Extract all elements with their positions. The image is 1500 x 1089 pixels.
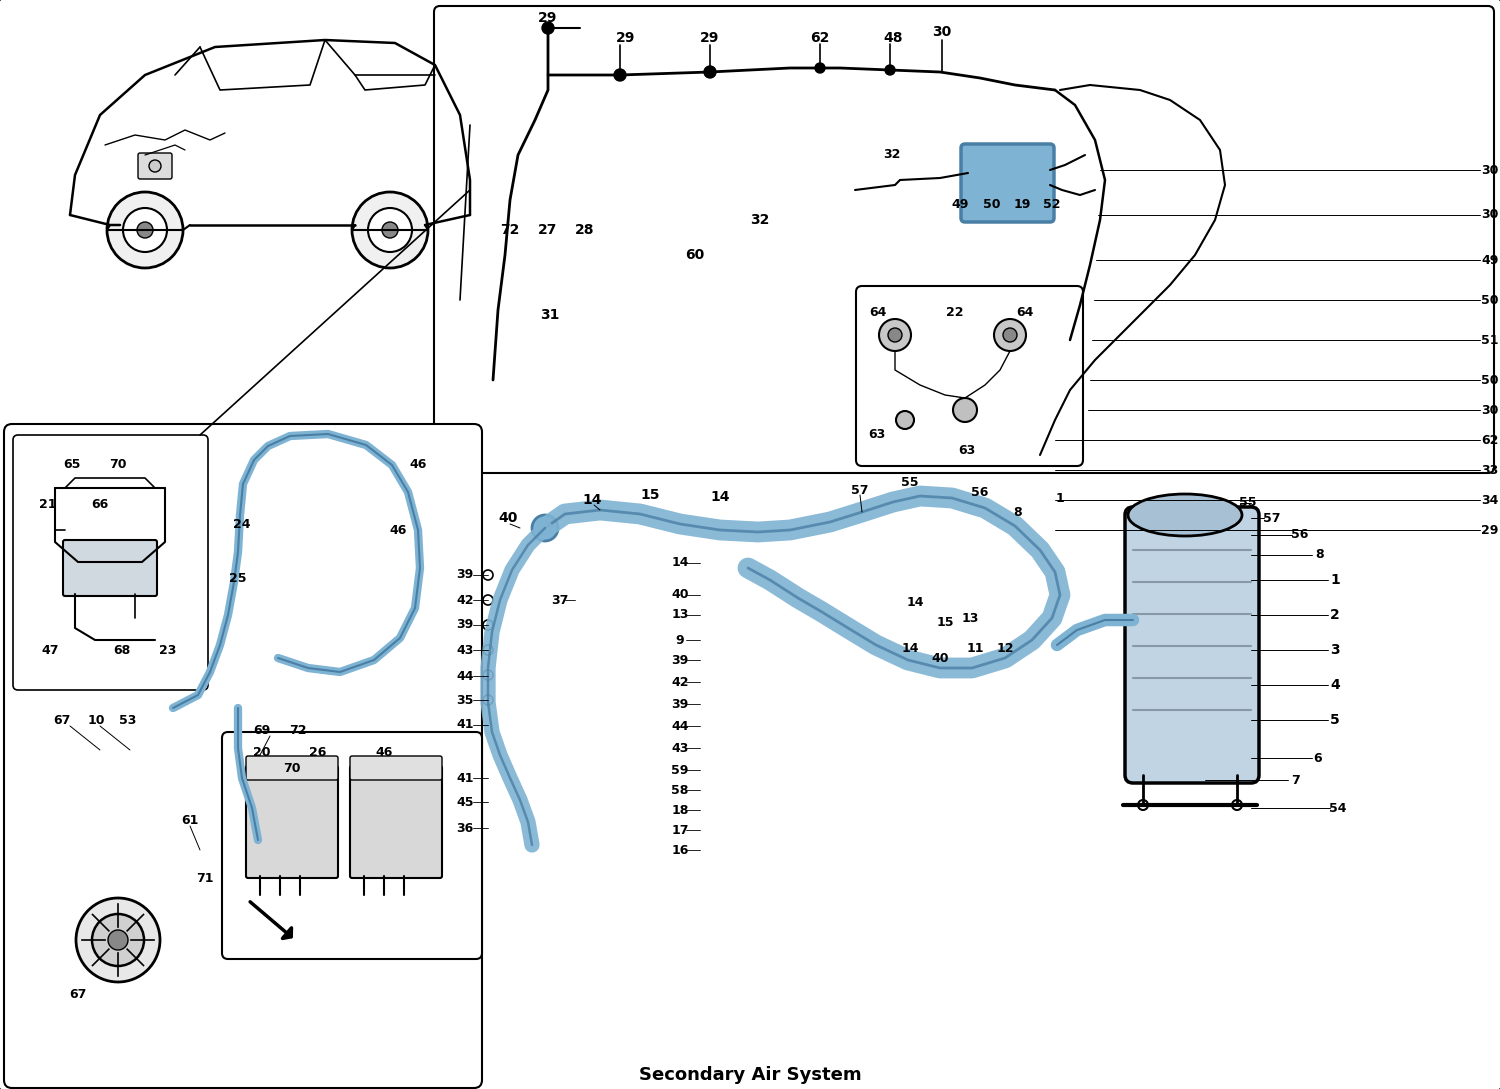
- Text: 60: 60: [686, 248, 705, 262]
- Text: 42: 42: [672, 675, 688, 688]
- Text: 42: 42: [456, 594, 474, 607]
- Text: 27: 27: [538, 223, 558, 237]
- FancyBboxPatch shape: [63, 540, 158, 596]
- Circle shape: [352, 192, 428, 268]
- Text: 8: 8: [1316, 549, 1324, 562]
- Text: Secondary Air System: Secondary Air System: [639, 1066, 861, 1084]
- Text: 30: 30: [933, 25, 951, 39]
- Circle shape: [952, 397, 976, 423]
- Circle shape: [76, 898, 160, 982]
- Text: 21: 21: [39, 499, 57, 512]
- FancyBboxPatch shape: [138, 152, 172, 179]
- Text: 14: 14: [711, 490, 729, 504]
- Text: 48: 48: [884, 30, 903, 45]
- Text: 70: 70: [110, 458, 126, 472]
- Text: 1: 1: [1330, 573, 1340, 587]
- Circle shape: [896, 411, 914, 429]
- Text: 51: 51: [1480, 333, 1498, 346]
- Text: 56: 56: [972, 487, 988, 500]
- Text: 26: 26: [309, 746, 327, 759]
- Text: 45: 45: [456, 795, 474, 808]
- Text: 15: 15: [640, 488, 660, 502]
- Text: 61: 61: [182, 813, 198, 827]
- Text: 30: 30: [1482, 163, 1498, 176]
- Circle shape: [542, 22, 554, 34]
- Text: 69: 69: [254, 723, 270, 736]
- Text: 47: 47: [42, 644, 58, 657]
- Text: 24: 24: [234, 517, 250, 530]
- Circle shape: [483, 670, 494, 680]
- Text: 46: 46: [390, 524, 406, 537]
- Text: 8: 8: [1014, 506, 1023, 519]
- Text: 2: 2: [1330, 608, 1340, 622]
- Text: 23: 23: [159, 644, 177, 657]
- Text: 63: 63: [958, 443, 975, 456]
- Text: 44: 44: [456, 670, 474, 683]
- Text: 46: 46: [375, 746, 393, 759]
- Text: 50: 50: [1480, 294, 1498, 306]
- Circle shape: [1004, 328, 1017, 342]
- Text: 72: 72: [501, 223, 519, 237]
- Text: 49: 49: [1482, 254, 1498, 267]
- Text: 41: 41: [456, 719, 474, 732]
- Text: 10: 10: [87, 713, 105, 726]
- Text: 14: 14: [906, 597, 924, 610]
- Text: 12: 12: [996, 641, 1014, 654]
- Ellipse shape: [1128, 494, 1242, 536]
- Text: 68: 68: [114, 644, 130, 657]
- Text: 14: 14: [582, 493, 602, 507]
- Text: 40: 40: [498, 511, 517, 525]
- FancyBboxPatch shape: [433, 7, 1494, 473]
- Text: 32: 32: [884, 148, 900, 161]
- Text: 29: 29: [700, 30, 720, 45]
- Text: 59: 59: [672, 763, 688, 776]
- Text: 9: 9: [675, 634, 684, 647]
- Circle shape: [483, 645, 494, 654]
- Circle shape: [108, 930, 128, 950]
- Text: 13: 13: [962, 612, 978, 624]
- Text: 46: 46: [410, 458, 426, 472]
- Text: 67: 67: [54, 713, 70, 726]
- Text: 52: 52: [1044, 198, 1060, 211]
- Text: 36: 36: [456, 821, 474, 834]
- Circle shape: [879, 319, 910, 351]
- Circle shape: [148, 160, 160, 172]
- Text: 19: 19: [1014, 198, 1031, 211]
- Text: 64: 64: [1017, 306, 1034, 318]
- Text: 41: 41: [456, 771, 474, 784]
- Text: 49: 49: [951, 198, 969, 211]
- Text: 34: 34: [1482, 493, 1498, 506]
- Circle shape: [106, 192, 183, 268]
- Text: 62: 62: [810, 30, 830, 45]
- Text: 40: 40: [672, 588, 688, 601]
- Text: 35: 35: [456, 694, 474, 707]
- FancyBboxPatch shape: [1125, 507, 1258, 783]
- Text: 39: 39: [456, 619, 474, 632]
- Text: 14: 14: [672, 556, 688, 570]
- Text: 29: 29: [538, 11, 558, 25]
- Circle shape: [614, 69, 626, 81]
- Text: 54: 54: [1329, 802, 1347, 815]
- Text: 30: 30: [1482, 208, 1498, 221]
- Text: 5: 5: [1330, 713, 1340, 727]
- FancyBboxPatch shape: [246, 756, 338, 780]
- Text: 67: 67: [69, 989, 87, 1002]
- Circle shape: [368, 208, 413, 252]
- Text: 64: 64: [870, 306, 886, 318]
- Circle shape: [483, 595, 494, 605]
- Text: 56: 56: [1292, 528, 1308, 541]
- FancyBboxPatch shape: [13, 435, 208, 690]
- Circle shape: [1138, 800, 1148, 810]
- Text: 57: 57: [852, 484, 868, 497]
- FancyBboxPatch shape: [962, 144, 1054, 222]
- Circle shape: [483, 570, 494, 580]
- FancyBboxPatch shape: [246, 766, 338, 878]
- Text: 7: 7: [1290, 773, 1299, 786]
- Text: 50: 50: [984, 198, 1000, 211]
- Circle shape: [815, 63, 825, 73]
- Text: 18: 18: [672, 804, 688, 817]
- Text: 3: 3: [1330, 643, 1340, 657]
- Circle shape: [123, 208, 166, 252]
- Text: 63: 63: [868, 428, 885, 441]
